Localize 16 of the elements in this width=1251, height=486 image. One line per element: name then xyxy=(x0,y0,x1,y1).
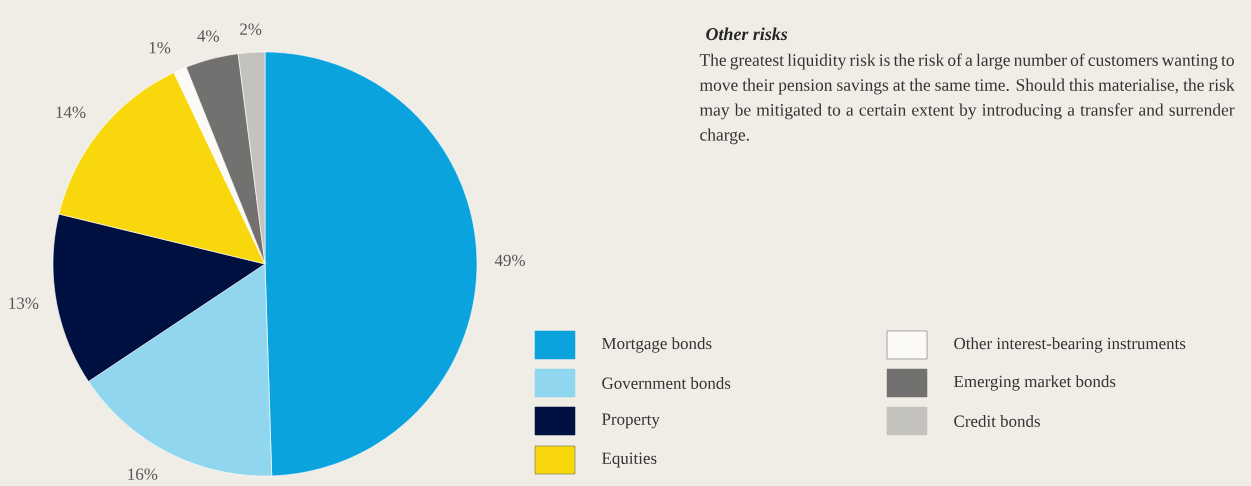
data-label: 16% xyxy=(128,468,158,480)
legend-label: Credit bonds xyxy=(954,415,1040,427)
data-label: 13% xyxy=(9,297,39,309)
legend-label: Emerging market bonds xyxy=(954,375,1116,391)
text: The greatest liquidity risk is the risk of a large number of customers wanting to move their pension savings at the same time. Should this materialise, the risk may be mitigated to a certain extent by introducing a transfer and surrender charge. xyxy=(699,53,1235,145)
data-label: 4% xyxy=(197,30,219,42)
text: Other risks xyxy=(706,27,788,41)
legend-label: Government bonds xyxy=(602,377,731,389)
data-label: 14% xyxy=(56,106,86,118)
legend-label: Property xyxy=(602,413,660,429)
legend-label: Equities xyxy=(602,452,657,468)
data-label: 1% xyxy=(149,41,171,54)
legend-label: Mortgage bonds xyxy=(602,337,712,353)
legend-label: Other interest-bearing instruments xyxy=(954,337,1186,353)
data-label: 49% xyxy=(494,254,525,267)
data-label: 2% xyxy=(240,23,262,35)
